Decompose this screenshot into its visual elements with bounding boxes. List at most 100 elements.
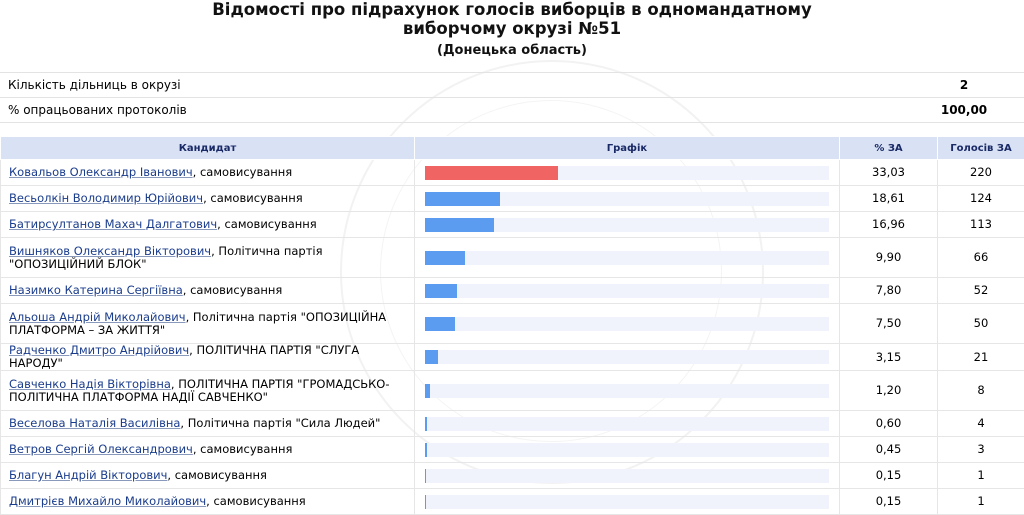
table-row: Батирсултанов Махач Далгатович, самовису… <box>1 212 1024 238</box>
votes-cell: 3 <box>938 437 1024 463</box>
vote-bar-track <box>425 251 829 265</box>
vote-bar-track <box>425 166 829 180</box>
percent-cell: 7,80 <box>840 278 938 304</box>
vote-bar-track <box>425 192 829 206</box>
candidate-cell: Ветров Сергій Олександрович, самовисуван… <box>1 437 415 463</box>
table-row: Радченко Дмитро Андрійович, ПОЛІТИЧНА ПА… <box>1 344 1024 371</box>
candidate-affiliation: , самовисування <box>206 494 306 508</box>
vote-bar <box>425 317 455 331</box>
candidate-link[interactable]: Ковальов Олександр Іванович <box>9 165 193 179</box>
votes-cell: 66 <box>938 238 1024 278</box>
candidate-link[interactable]: Радченко Дмитро Андрійович <box>9 343 189 357</box>
vote-bar-track <box>425 284 829 298</box>
vote-bar-track <box>425 350 829 364</box>
candidate-cell: Ковальов Олександр Іванович, самовисуван… <box>1 160 415 186</box>
candidate-link[interactable]: Ветров Сергій Олександрович <box>9 442 193 456</box>
table-row: Альоша Андрій Миколайович, Політична пар… <box>1 304 1024 344</box>
table-row: Дмитрієв Михайло Миколайович, самовисува… <box>1 489 1024 515</box>
vote-bar-track <box>425 469 829 483</box>
column-header-percent[interactable]: % ЗА <box>840 137 938 160</box>
chart-cell <box>415 238 840 278</box>
percent-cell: 0,60 <box>840 411 938 437</box>
percent-cell: 3,15 <box>840 344 938 371</box>
chart-cell <box>415 344 840 371</box>
column-header-chart[interactable]: Графік <box>415 137 840 160</box>
page-title: Відомості про підрахунок голосів виборці… <box>192 0 832 38</box>
candidate-cell: Дмитрієв Михайло Миколайович, самовисува… <box>1 489 415 515</box>
percent-cell: 0,15 <box>840 489 938 515</box>
candidate-cell: Радченко Дмитро Андрійович, ПОЛІТИЧНА ПА… <box>1 344 415 371</box>
summary-label: % опрацьованих протоколів <box>0 98 896 123</box>
chart-cell <box>415 278 840 304</box>
table-row: Ковальов Олександр Іванович, самовисуван… <box>1 160 1024 186</box>
percent-cell: 33,03 <box>840 160 938 186</box>
vote-bar <box>425 284 457 298</box>
vote-bar-track <box>425 218 829 232</box>
chart-cell <box>415 212 840 238</box>
summary-label: Кількість дільниць в окрузі <box>0 73 896 98</box>
percent-cell: 1,20 <box>840 371 938 411</box>
candidate-cell: Альоша Андрій Миколайович, Політична пар… <box>1 304 415 344</box>
candidate-link[interactable]: Назимко Катерина Сергіївна <box>9 283 183 297</box>
candidate-link[interactable]: Вишняков Олександр Вікторович <box>9 244 211 258</box>
column-header-votes[interactable]: Голосів ЗА <box>938 137 1024 160</box>
candidate-affiliation: , самовисування <box>167 468 267 482</box>
candidate-cell: Назимко Катерина Сергіївна, самовисуванн… <box>1 278 415 304</box>
table-row: Веселова Наталія Василівна, Політична па… <box>1 411 1024 437</box>
table-row: Вишняков Олександр Вікторович, Політична… <box>1 238 1024 278</box>
votes-cell: 1 <box>938 463 1024 489</box>
votes-cell: 21 <box>938 344 1024 371</box>
vote-bar-track <box>425 417 829 431</box>
results-table: Кандидат Графік % ЗА Голосів ЗА Ковальов… <box>0 136 1024 515</box>
vote-bar <box>425 350 438 364</box>
candidate-affiliation: , Політична партія "Сила Людей" <box>180 416 380 430</box>
vote-bar-track <box>425 317 829 331</box>
votes-cell: 124 <box>938 186 1024 212</box>
percent-cell: 9,90 <box>840 238 938 278</box>
candidate-link[interactable]: Альоша Андрій Миколайович <box>9 310 186 324</box>
column-header-candidate[interactable]: Кандидат <box>1 137 415 160</box>
vote-bar-track <box>425 495 829 509</box>
vote-bar <box>425 469 426 483</box>
vote-bar <box>425 251 465 265</box>
candidate-link[interactable]: Весьолкін Володимир Юрійович <box>9 191 203 205</box>
percent-cell: 18,61 <box>840 186 938 212</box>
page-subtitle: (Донецька область) <box>0 43 1024 58</box>
vote-bar <box>425 218 494 232</box>
results-body: Ковальов Олександр Іванович , самовисуван… <box>1 160 1024 515</box>
candidate-affiliation: , самовисування <box>217 217 317 231</box>
percent-cell: 16,96 <box>840 212 938 238</box>
chart-cell <box>415 463 840 489</box>
vote-bar-track <box>425 384 829 398</box>
candidate-cell: Савченко Надія Вікторівна, ПОЛІТИЧНА ПАР… <box>1 371 415 411</box>
summary-table: Кількість дільниць в окрузі 2 % опрацьов… <box>0 72 1024 123</box>
chart-cell <box>415 160 840 186</box>
candidate-affiliation: , самовисування <box>183 283 283 297</box>
votes-cell: 220 <box>938 160 1024 186</box>
chart-cell <box>415 186 840 212</box>
candidate-affiliation: , самовисування <box>203 191 303 205</box>
chart-cell <box>415 371 840 411</box>
candidate-link[interactable]: Благун Андрій Вікторович <box>9 468 167 482</box>
table-row: Назимко Катерина Сергіївна, самовисуванн… <box>1 278 1024 304</box>
percent-cell: 0,45 <box>840 437 938 463</box>
candidate-link[interactable]: Дмитрієв Михайло Миколайович <box>9 494 206 508</box>
votes-cell: 50 <box>938 304 1024 344</box>
vote-bar <box>425 417 427 431</box>
vote-bar <box>425 495 426 509</box>
candidate-link[interactable]: Батирсултанов Махач Далгатович <box>9 217 217 231</box>
vote-bar <box>425 384 430 398</box>
candidate-cell: Весьолкін Володимир Юрійович, самовисува… <box>1 186 415 212</box>
vote-bar <box>425 192 500 206</box>
candidate-cell: Вишняков Олександр Вікторович, Політична… <box>1 238 415 278</box>
vote-bar <box>425 443 427 457</box>
candidate-link[interactable]: Савченко Надія Вікторівна <box>9 377 171 391</box>
page-header: Відомості про підрахунок голосів виборці… <box>0 0 1024 72</box>
table-row: Савченко Надія Вікторівна, ПОЛІТИЧНА ПАР… <box>1 371 1024 411</box>
votes-cell: 1 <box>938 489 1024 515</box>
summary-row: % опрацьованих протоколів 100,00 <box>0 98 1024 123</box>
candidate-link[interactable]: Веселова Наталія Василівна <box>9 416 180 430</box>
candidate-cell: Благун Андрій Вікторович, самовисування <box>1 463 415 489</box>
summary-value: 100,00 <box>904 103 1024 117</box>
